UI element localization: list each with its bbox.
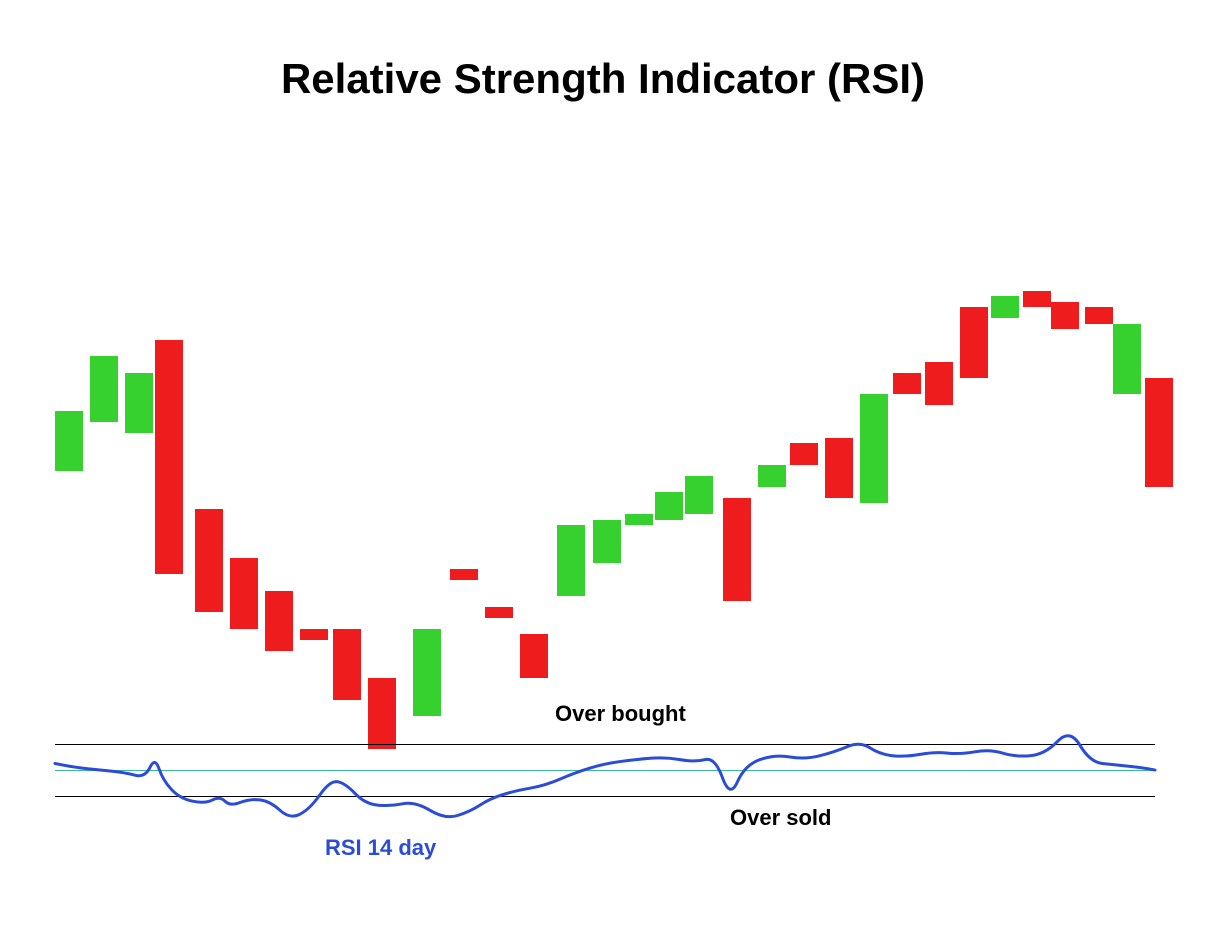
candle-bar <box>1145 378 1173 487</box>
candle-bar <box>1113 324 1141 395</box>
rsi-panel: Over bought Over sold RSI 14 day <box>55 705 1155 835</box>
candle-bar <box>450 569 478 580</box>
candle-bar <box>723 498 751 602</box>
candlestick-panel <box>55 160 1155 705</box>
rsi-legend-label: RSI 14 day <box>325 835 436 861</box>
overbought-label: Over bought <box>555 701 686 727</box>
candle-bar <box>685 476 713 514</box>
candle-bar <box>655 492 683 519</box>
candle-bar <box>1051 302 1079 329</box>
candle-bar <box>925 362 953 406</box>
candle-bar <box>790 443 818 465</box>
candle-bar <box>860 394 888 503</box>
candle-bar <box>520 634 548 678</box>
candle-bar <box>625 514 653 525</box>
candle-bar <box>758 465 786 487</box>
candle-bar <box>300 629 328 640</box>
candle-bar <box>557 525 585 596</box>
candle-bar <box>593 520 621 564</box>
candle-bar <box>230 558 258 629</box>
oversold-label: Over sold <box>730 805 831 831</box>
candle-bar <box>960 307 988 378</box>
candle-bar <box>155 340 183 574</box>
chart-title: Relative Strength Indicator (RSI) <box>0 55 1206 103</box>
candle-bar <box>265 591 293 651</box>
candle-bar <box>55 411 83 471</box>
candle-bar <box>825 438 853 498</box>
candle-bar <box>195 509 223 613</box>
candle-bar <box>125 373 153 433</box>
candle-bar <box>1085 307 1113 323</box>
chart-stage: Relative Strength Indicator (RSI) Over b… <box>0 0 1206 938</box>
candle-bar <box>1023 291 1051 307</box>
candle-bar <box>893 373 921 395</box>
candle-bar <box>991 296 1019 318</box>
candle-bar <box>90 356 118 421</box>
candle-bar <box>485 607 513 618</box>
